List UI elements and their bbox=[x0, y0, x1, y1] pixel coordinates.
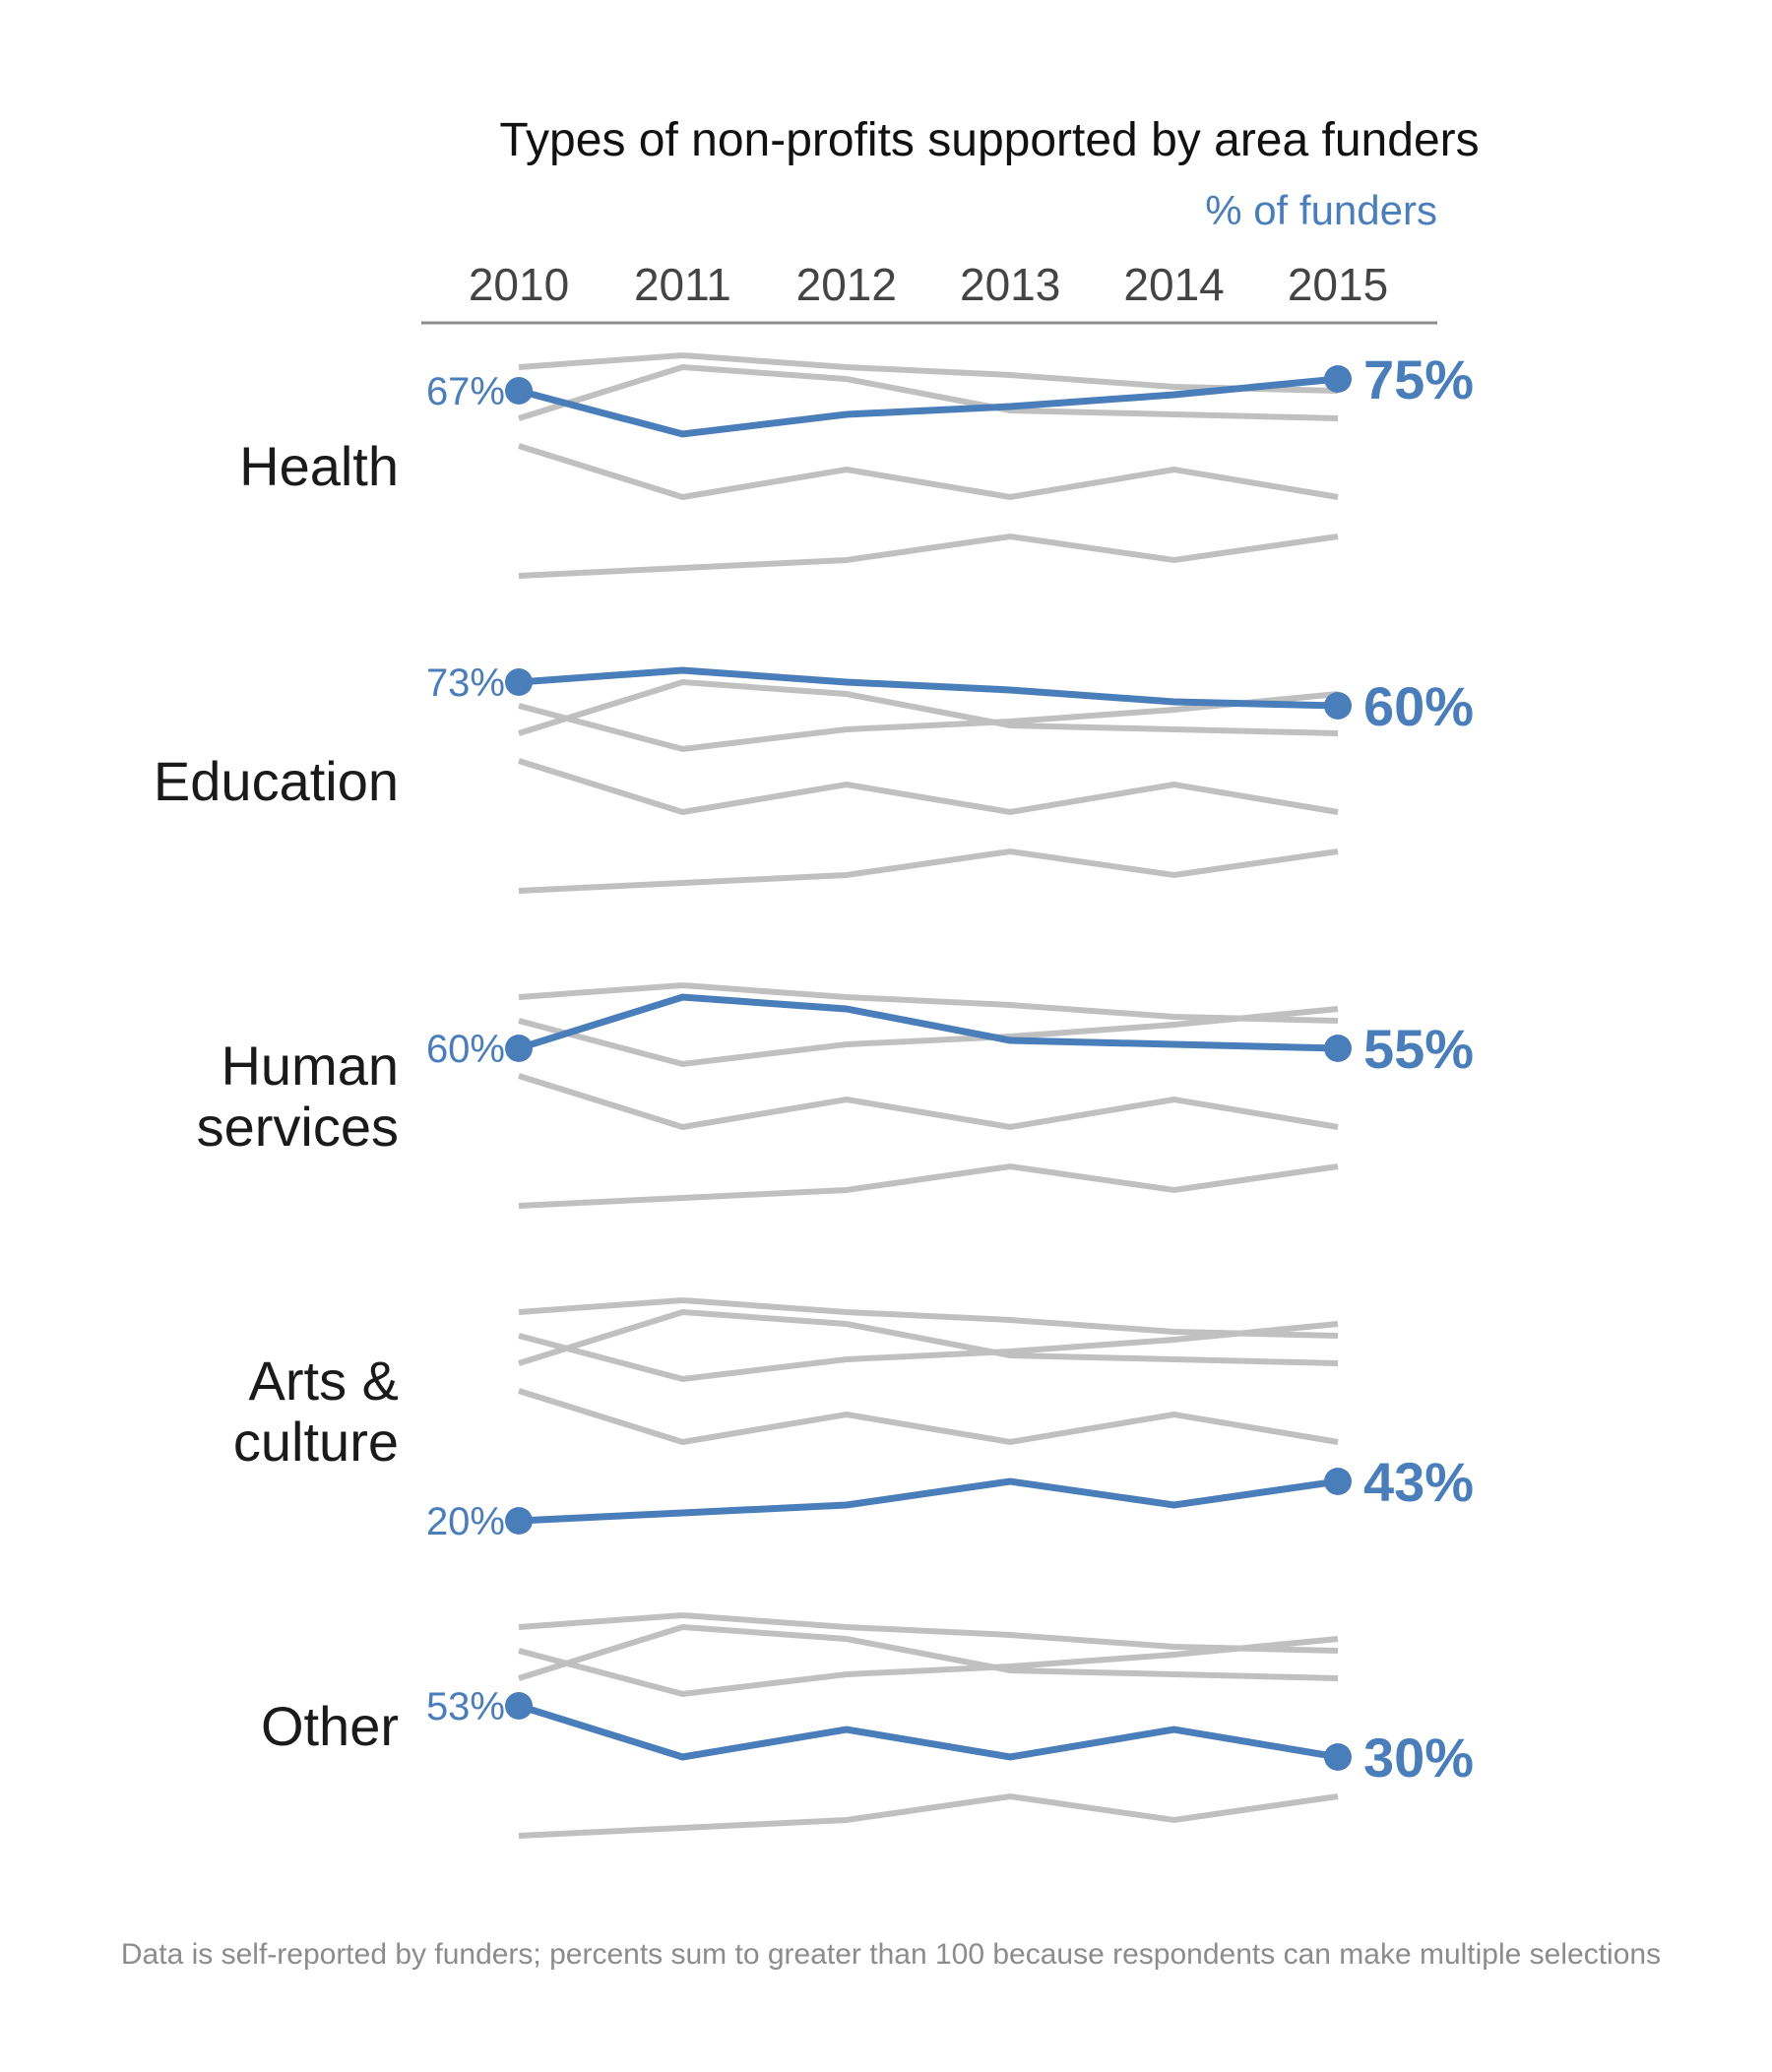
end-label-human-services: 55% bbox=[1363, 1018, 1474, 1080]
end-label-other: 30% bbox=[1363, 1727, 1474, 1789]
category-label-arts-and-culture: Arts & culture bbox=[233, 1350, 399, 1473]
context-line-other bbox=[518, 443, 1339, 501]
end-point-arts-and-culture bbox=[1324, 1468, 1352, 1495]
context-line-education bbox=[518, 1611, 1339, 1654]
category-label-education: Education bbox=[154, 750, 399, 812]
start-point-human-services bbox=[505, 1035, 533, 1062]
start-label-arts-and-culture: 20% bbox=[426, 1500, 505, 1543]
end-point-other bbox=[1324, 1743, 1352, 1771]
series-line-other bbox=[517, 1702, 1339, 1761]
start-label-health: 67% bbox=[426, 370, 505, 413]
start-label-education: 73% bbox=[426, 661, 505, 705]
start-point-arts-and-culture bbox=[505, 1507, 533, 1535]
context-line-education bbox=[518, 1296, 1339, 1339]
year-label-2012: 2012 bbox=[796, 259, 897, 310]
chart-title: Types of non-profits supported by area f… bbox=[499, 114, 1479, 166]
context-line-arts-and-culture bbox=[518, 848, 1339, 894]
panel-other: 53% 30% Other bbox=[261, 1611, 1474, 1839]
context-line-human-services bbox=[518, 678, 1339, 736]
series-line-arts-and-culture bbox=[518, 1477, 1339, 1525]
context-line-arts-and-culture bbox=[518, 533, 1339, 579]
context-line-arts-and-culture bbox=[518, 1162, 1339, 1209]
panel-education: 73% 60% Education bbox=[154, 661, 1474, 894]
series-line-health bbox=[518, 375, 1339, 438]
panel-health: 67% 75% Health bbox=[239, 348, 1474, 579]
end-label-arts-and-culture: 43% bbox=[1363, 1451, 1474, 1513]
category-label-health: Health bbox=[239, 435, 399, 497]
start-point-education bbox=[505, 668, 533, 696]
context-line-human-services bbox=[518, 1308, 1339, 1366]
year-label-2013: 2013 bbox=[960, 259, 1060, 310]
context-line-health bbox=[518, 691, 1339, 753]
context-line-education bbox=[518, 981, 1339, 1024]
context-line-education bbox=[518, 351, 1339, 394]
context-line-other bbox=[518, 1073, 1339, 1131]
context-line-health bbox=[518, 1321, 1339, 1383]
year-label-2011: 2011 bbox=[634, 259, 731, 310]
chart-subtitle: % of funders bbox=[1205, 187, 1437, 233]
category-label-other: Other bbox=[261, 1695, 399, 1757]
panel-human-services: 60% 55% Human services bbox=[197, 981, 1474, 1209]
end-point-health bbox=[1324, 365, 1352, 393]
series-line-education bbox=[518, 666, 1339, 710]
category-label-human-services: Human services bbox=[197, 1035, 399, 1158]
context-line-arts-and-culture bbox=[518, 1792, 1339, 1839]
footnote: Data is self-reported by funders; percen… bbox=[121, 1938, 1661, 1971]
end-point-human-services bbox=[1324, 1035, 1352, 1062]
panels: 67% 75% Health 73% 60% Education 60% 55% Human se… bbox=[154, 348, 1474, 1839]
context-line-human-services bbox=[518, 363, 1339, 421]
year-axis: 2010 2011 2012 2013 2014 2015 bbox=[469, 259, 1388, 310]
context-line-other bbox=[518, 758, 1339, 816]
context-line-other bbox=[518, 1388, 1339, 1446]
context-line-human-services bbox=[518, 1623, 1339, 1681]
context-line-health bbox=[518, 1636, 1339, 1698]
end-point-education bbox=[1324, 692, 1352, 720]
end-label-health: 75% bbox=[1363, 348, 1474, 410]
start-point-other bbox=[505, 1692, 533, 1720]
series-line-human-services bbox=[517, 993, 1339, 1052]
panel-arts-and-culture: 20% 43% Arts & culture bbox=[233, 1296, 1474, 1543]
start-label-other: 53% bbox=[426, 1685, 505, 1728]
year-label-2015: 2015 bbox=[1288, 259, 1388, 310]
year-label-2014: 2014 bbox=[1123, 259, 1224, 310]
start-point-health bbox=[505, 377, 533, 405]
context-line-health bbox=[518, 1006, 1339, 1068]
end-label-education: 60% bbox=[1363, 675, 1474, 737]
year-label-2010: 2010 bbox=[469, 259, 569, 310]
start-label-human-services: 60% bbox=[426, 1028, 505, 1071]
